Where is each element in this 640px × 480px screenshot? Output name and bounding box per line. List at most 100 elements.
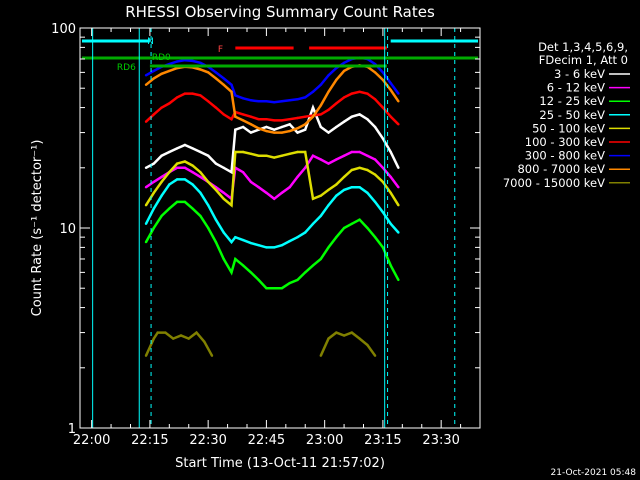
data-point	[257, 244, 260, 247]
data-point	[241, 125, 245, 129]
data-point	[175, 162, 179, 165]
data-point	[152, 191, 155, 194]
data-point	[280, 287, 284, 290]
data-point	[222, 191, 225, 194]
legend-header-line-1: Det 1,3,4,5,6,9,	[538, 40, 628, 54]
data-point	[199, 175, 202, 179]
data-point	[373, 158, 377, 161]
data-point	[311, 106, 315, 109]
x-tick-label: 23:00	[306, 433, 343, 448]
data-point	[168, 183, 171, 186]
data-point	[296, 116, 299, 120]
data-point	[199, 191, 202, 194]
data-point	[280, 191, 284, 194]
data-point	[389, 222, 392, 225]
data-point	[327, 74, 330, 77]
data-point	[335, 183, 338, 186]
data-point	[199, 150, 202, 154]
data-point	[175, 147, 179, 150]
data-point	[280, 100, 284, 103]
data-point	[358, 166, 361, 169]
data-point	[366, 191, 369, 194]
data-point	[397, 278, 400, 282]
data-point	[183, 143, 187, 147]
data-point	[241, 113, 245, 116]
data-point	[280, 119, 284, 122]
data-point	[389, 264, 392, 267]
data-point	[335, 236, 338, 239]
data-point	[373, 125, 377, 129]
data-point	[358, 186, 361, 189]
data-point	[183, 160, 187, 163]
data-point	[311, 115, 315, 118]
data-point	[257, 127, 260, 130]
x-tick-label: 22:15	[131, 433, 168, 448]
data-point	[397, 123, 400, 126]
data-point	[342, 96, 346, 99]
data-point	[288, 118, 291, 121]
data-point	[327, 188, 330, 192]
data-point	[168, 150, 171, 154]
data-point	[249, 271, 253, 274]
data-point	[144, 204, 148, 207]
data-point	[199, 94, 202, 97]
data-point	[214, 240, 218, 244]
legend-label: 300 - 800 keV	[525, 149, 605, 163]
data-point	[319, 158, 322, 161]
x-tick-label: 22:45	[248, 433, 285, 448]
data-point	[191, 59, 194, 63]
data-point	[265, 287, 268, 290]
data-point	[342, 175, 346, 179]
data-point	[265, 154, 268, 157]
y-tick-label: 10	[59, 222, 76, 237]
data-point	[203, 340, 206, 343]
data-point	[249, 152, 253, 155]
data-point	[350, 222, 353, 225]
data-point	[164, 331, 167, 334]
data-point	[207, 180, 210, 184]
data-point	[327, 246, 330, 249]
data-point	[207, 71, 210, 74]
data-point	[183, 92, 187, 95]
data-point	[397, 204, 400, 207]
data-point	[381, 211, 385, 214]
chart-title: RHESSI Observing Summary Count Rates	[125, 3, 435, 21]
data-point	[257, 154, 260, 157]
data-point	[273, 119, 276, 122]
data-point	[199, 214, 202, 218]
data-point	[234, 257, 237, 261]
data-point	[296, 127, 299, 130]
data-point	[381, 137, 385, 140]
data-point	[350, 331, 353, 334]
data-point	[160, 106, 163, 109]
data-point	[230, 171, 233, 174]
data-point	[389, 175, 392, 179]
data-point	[373, 98, 377, 101]
data-point	[207, 226, 210, 230]
data-point	[144, 240, 148, 244]
data-point	[342, 334, 346, 337]
data-point	[389, 88, 392, 92]
data-point	[195, 331, 198, 334]
data-point	[273, 156, 276, 159]
data-point	[214, 188, 218, 192]
data-point	[187, 337, 190, 340]
data-point	[160, 72, 163, 76]
data-point	[288, 129, 291, 133]
data-point	[214, 106, 218, 109]
data-point	[160, 214, 163, 218]
series-line	[144, 330, 377, 357]
data-point	[249, 115, 253, 118]
data-point	[296, 175, 299, 179]
series-line	[145, 104, 400, 175]
data-point	[273, 131, 276, 134]
data-point	[288, 281, 291, 285]
data-point	[249, 241, 253, 245]
data-point	[288, 239, 291, 243]
data-point	[350, 168, 353, 172]
data-point	[199, 61, 202, 64]
data-point	[335, 158, 338, 161]
data-point	[241, 238, 245, 242]
y-tick-label: 1	[68, 422, 76, 437]
rd0-flag-label: RD0	[152, 53, 171, 63]
